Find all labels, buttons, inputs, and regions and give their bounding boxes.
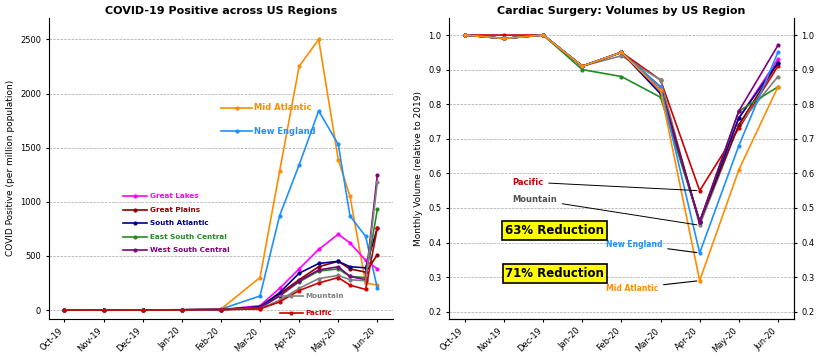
Title: COVID-19 Positive across US Regions: COVID-19 Positive across US Regions <box>105 5 337 15</box>
Text: Mountain: Mountain <box>305 293 343 299</box>
Text: Pacific: Pacific <box>511 177 696 190</box>
Text: Great Lakes: Great Lakes <box>150 193 198 199</box>
Text: Mid Atlantic: Mid Atlantic <box>605 281 696 293</box>
Text: Pacific: Pacific <box>305 310 331 316</box>
Text: Mid Atlantic: Mid Atlantic <box>254 103 311 112</box>
Text: New England: New England <box>254 127 315 136</box>
Text: 71% Reduction: 71% Reduction <box>505 267 604 280</box>
Text: New England: New England <box>605 240 696 253</box>
Title: Cardiac Surgery: Volumes by US Region: Cardiac Surgery: Volumes by US Region <box>496 5 744 15</box>
Text: 63% Reduction: 63% Reduction <box>505 224 604 237</box>
Text: East South Central: East South Central <box>150 234 226 240</box>
Y-axis label: COVID Positive (per million population): COVID Positive (per million population) <box>6 80 15 256</box>
Text: South Atlantic: South Atlantic <box>150 220 208 226</box>
Text: Mountain: Mountain <box>511 195 696 225</box>
Y-axis label: Monthly Volume (relative to 2019): Monthly Volume (relative to 2019) <box>414 91 423 246</box>
Text: West South Central: West South Central <box>150 247 229 253</box>
Text: Great Plains: Great Plains <box>150 207 200 213</box>
